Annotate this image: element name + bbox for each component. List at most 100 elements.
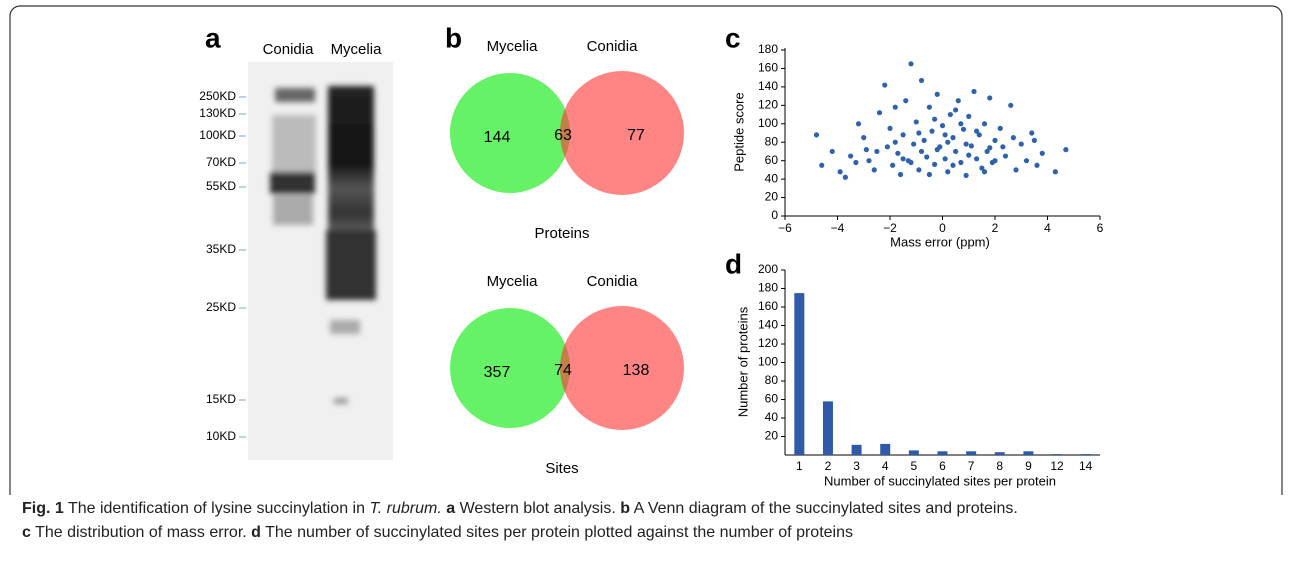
point — [864, 147, 869, 152]
marker-label: 70KD — [206, 155, 236, 169]
panel-letter: b — [445, 22, 462, 53]
point — [932, 162, 937, 167]
y-tick-label: 160 — [758, 299, 778, 313]
point — [966, 114, 971, 119]
point — [948, 112, 953, 117]
bar — [909, 450, 919, 455]
x-tick-label: 2 — [992, 221, 999, 235]
point — [919, 78, 924, 83]
point — [848, 153, 853, 158]
x-tick-label: 12 — [1050, 459, 1064, 473]
y-tick-label: 180 — [758, 42, 778, 56]
bar — [852, 445, 862, 455]
point — [890, 163, 895, 168]
x-axis-title: Number of succinylated sites per protein — [824, 473, 1056, 488]
point — [929, 129, 934, 134]
point — [992, 158, 997, 163]
bar — [1081, 454, 1091, 455]
venn-count: 138 — [623, 362, 650, 379]
point — [958, 160, 963, 165]
caption-item-text: The number of succinylated sites per pro… — [265, 524, 853, 541]
y-tick-label: 100 — [758, 355, 778, 369]
venn-label: Conidia — [587, 38, 639, 55]
x-tick-label: 7 — [968, 459, 975, 473]
point — [830, 149, 835, 154]
point — [950, 163, 955, 168]
panel-letter: a — [205, 22, 221, 53]
point — [856, 121, 861, 126]
point — [969, 143, 974, 148]
x-tick-label: 8 — [996, 459, 1003, 473]
caption-item-text: Western blot analysis. — [460, 500, 616, 517]
point — [887, 126, 892, 131]
point — [922, 138, 927, 143]
lane-label: Mycelia — [331, 41, 383, 58]
x-tick-label: −4 — [831, 221, 845, 235]
venn-title: Proteins — [534, 225, 589, 242]
point — [916, 167, 921, 172]
bar — [966, 451, 976, 455]
marker-label: 55KD — [206, 179, 236, 193]
point — [940, 123, 945, 128]
venn-title: Sites — [545, 460, 578, 477]
point — [982, 169, 987, 174]
point — [966, 153, 971, 158]
point — [893, 140, 898, 145]
bar — [1052, 454, 1062, 455]
marker-label: 35KD — [206, 242, 236, 256]
caption-species: T. rubrum. — [369, 500, 441, 517]
venn-label: Conidia — [587, 273, 639, 290]
y-tick-label: 60 — [765, 153, 779, 167]
page: a Conidia Mycelia 250KD130KD100KD70KD55K… — [0, 0, 1290, 565]
point — [1029, 130, 1034, 135]
point — [916, 130, 921, 135]
point — [866, 158, 871, 163]
point — [903, 98, 908, 103]
bar — [794, 293, 804, 455]
x-tick-label: 9 — [1025, 459, 1032, 473]
point — [874, 149, 879, 154]
point — [919, 149, 924, 154]
point — [1063, 147, 1068, 152]
marker-label: 15KD — [206, 392, 236, 406]
y-tick-label: 100 — [758, 116, 778, 130]
caption-item-letter: d — [251, 524, 261, 541]
y-axis-title: Peptide score — [731, 92, 746, 172]
panel-letter: c — [725, 22, 741, 53]
point — [853, 160, 858, 165]
caption-item-letter: c — [22, 524, 31, 541]
x-tick-label: 1 — [796, 459, 803, 473]
marker-label: 250KD — [199, 89, 236, 103]
x-tick-label: −2 — [883, 221, 897, 235]
venn-label: Mycelia — [487, 38, 539, 55]
bar — [1023, 451, 1033, 455]
y-tick-label: 20 — [765, 429, 779, 443]
point — [961, 127, 966, 132]
venn-count: 74 — [554, 362, 572, 379]
bar — [880, 444, 890, 455]
y-tick-label: 120 — [758, 98, 778, 112]
point — [843, 175, 848, 180]
point — [927, 172, 932, 177]
marker-label: 10KD — [206, 429, 236, 443]
caption-item-text: The distribution of mass error. — [35, 524, 247, 541]
point — [814, 132, 819, 137]
point — [953, 149, 958, 154]
point — [987, 145, 992, 150]
x-tick-label: 6 — [1097, 221, 1104, 235]
blot — [248, 62, 393, 460]
point — [877, 110, 882, 115]
x-tick-label: 5 — [911, 459, 918, 473]
point — [945, 140, 950, 145]
venn-right — [560, 71, 684, 195]
caption: Fig. 1 The identification of lysine succ… — [22, 497, 1272, 545]
venn-count: 77 — [627, 127, 645, 144]
x-axis-title: Mass error (ppm) — [890, 234, 990, 249]
point — [1024, 158, 1029, 163]
bar — [995, 452, 1005, 455]
point — [1019, 141, 1024, 146]
point — [992, 138, 997, 143]
marker-label: 100KD — [199, 128, 236, 142]
point — [1011, 135, 1016, 140]
x-tick-label: 2 — [825, 459, 832, 473]
